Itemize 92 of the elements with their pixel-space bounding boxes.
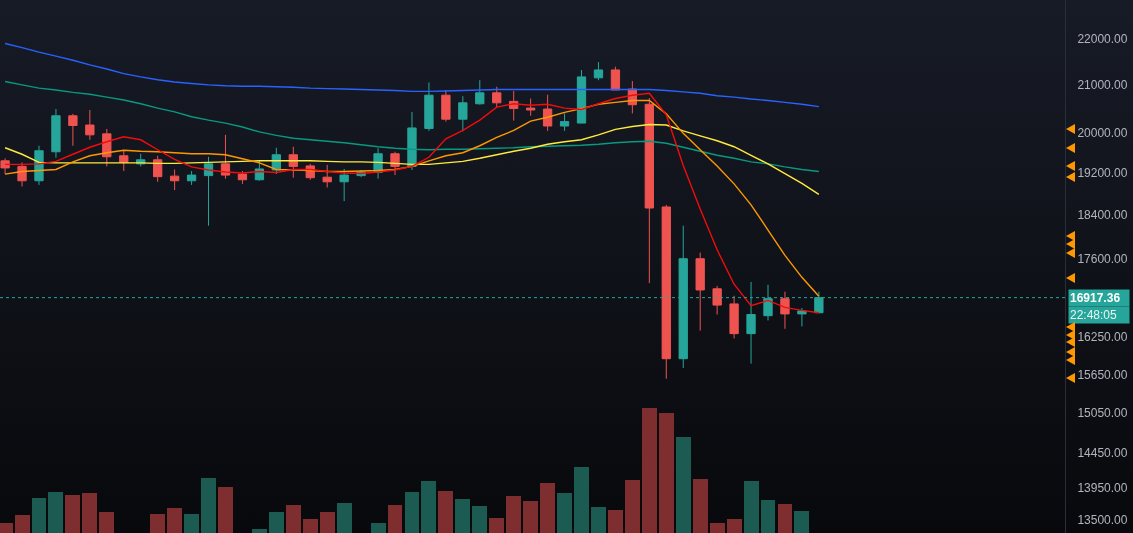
candlestick	[644, 97, 654, 284]
bar	[48, 492, 64, 533]
candlestick	[85, 109, 95, 141]
candlestick	[797, 307, 807, 327]
y-tick-label: 17600.00	[1077, 251, 1128, 266]
candlestick	[119, 150, 129, 172]
y-tick-label: 13500.00	[1077, 512, 1128, 527]
candlestick	[169, 168, 180, 191]
candlestick	[186, 170, 197, 186]
candlestick	[492, 86, 502, 108]
candlestick	[526, 98, 536, 117]
bar	[201, 477, 216, 533]
candlestick	[407, 111, 417, 171]
bar	[99, 511, 115, 533]
candlestick	[203, 156, 214, 227]
bar	[31, 498, 47, 533]
bar	[540, 482, 556, 533]
line-series	[4, 123, 820, 195]
candlestick	[610, 66, 621, 91]
bar	[82, 493, 98, 533]
bar	[557, 492, 573, 533]
candlestick	[576, 69, 587, 124]
candlestick	[441, 89, 451, 123]
bar	[455, 499, 471, 533]
bar	[709, 523, 725, 533]
bar	[624, 479, 640, 533]
bar	[167, 508, 183, 533]
bar	[794, 510, 810, 533]
bar	[370, 523, 386, 533]
bar	[438, 491, 454, 533]
bar	[523, 500, 539, 533]
bar	[218, 486, 233, 533]
candlestick	[559, 112, 570, 132]
y-tick-label: 15050.00	[1077, 405, 1128, 420]
y-tick-label: 14450.00	[1077, 446, 1128, 461]
bar	[302, 518, 318, 533]
bar	[489, 517, 505, 533]
candlestick	[153, 155, 163, 183]
y-tick-label: 15650.00	[1077, 367, 1128, 382]
bar	[777, 503, 793, 533]
candlestick	[51, 108, 61, 159]
bar	[607, 509, 623, 533]
candlestick	[593, 61, 604, 81]
candlestick	[220, 134, 231, 180]
candlestick	[0, 157, 10, 175]
y-tick-label: 16250.00	[1077, 330, 1128, 345]
candlestick	[695, 252, 705, 332]
candlestick	[339, 168, 349, 202]
bar	[150, 513, 166, 533]
bar	[743, 481, 759, 533]
candlestick	[17, 161, 27, 187]
bar	[641, 408, 657, 533]
bar	[574, 466, 589, 533]
y-tick-label: 19200.00	[1077, 166, 1128, 181]
bar	[65, 494, 81, 533]
candlestick	[322, 164, 332, 189]
candlestick	[780, 291, 790, 330]
y-tick-label: 22000.00	[1077, 32, 1128, 47]
candlestick	[712, 285, 722, 316]
bar	[421, 481, 437, 533]
bar	[387, 504, 403, 533]
line-series	[4, 80, 820, 173]
bar	[591, 507, 606, 533]
bar	[658, 412, 674, 533]
candlestick	[458, 95, 468, 132]
bar	[285, 504, 301, 533]
ref-line-label: 16917.36	[1070, 291, 1121, 305]
bar	[184, 513, 200, 533]
bar	[336, 502, 352, 533]
y-tick-label: 21000.00	[1077, 78, 1128, 93]
candlestick	[424, 81, 434, 132]
bar	[760, 499, 776, 533]
bar	[675, 437, 691, 533]
bar	[319, 511, 335, 533]
y-tick-label: 20000.00	[1077, 126, 1128, 141]
bar	[268, 511, 284, 533]
candlestick	[475, 79, 485, 106]
line-series	[4, 42, 820, 108]
candlestick	[729, 295, 739, 339]
bar	[692, 479, 708, 533]
candlestick	[68, 113, 78, 147]
text: 22:48:05	[1070, 308, 1118, 322]
candlestick	[542, 94, 553, 132]
candlestick	[661, 204, 671, 380]
bar	[472, 506, 488, 533]
bar	[14, 515, 30, 533]
bar	[726, 518, 742, 533]
y-tick-label: 13950.00	[1077, 480, 1128, 495]
bar	[404, 492, 420, 533]
bar	[251, 528, 267, 533]
bar	[506, 495, 522, 533]
y-tick-label: 18400.00	[1077, 208, 1128, 223]
